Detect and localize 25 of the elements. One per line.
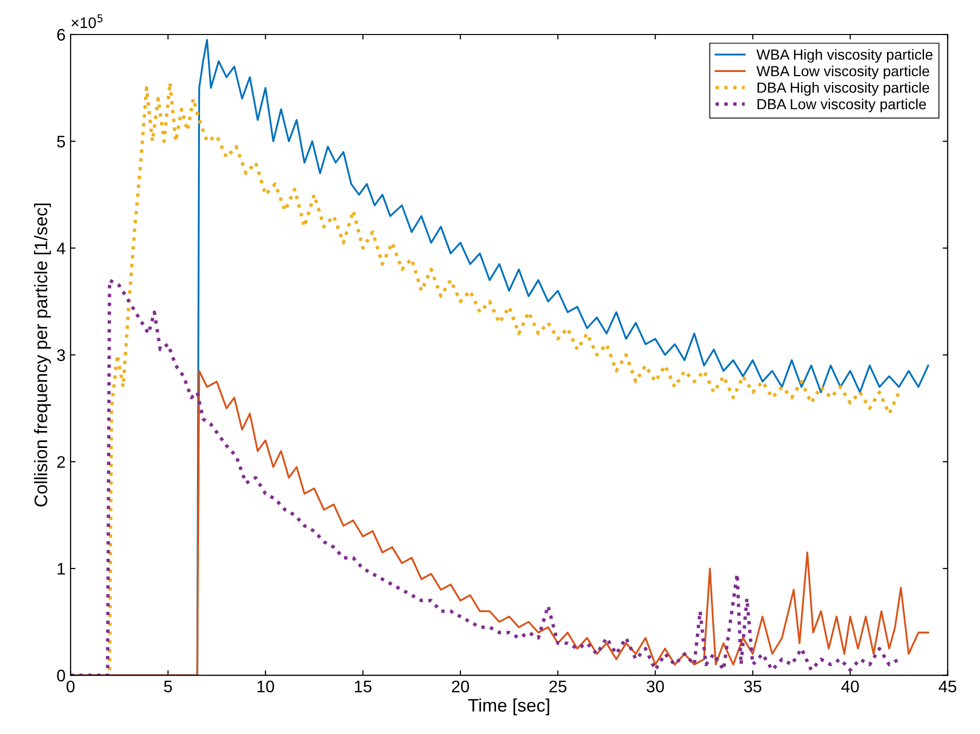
legend-label: DBA High viscosity particle <box>758 82 930 96</box>
x-tick-label: 5 <box>164 680 172 692</box>
x-tick-label: 0 <box>66 680 75 692</box>
x-axis-title: Time [sec] <box>468 698 550 716</box>
y-axis-title: Collision frequency per particle [1/sec] <box>34 204 51 507</box>
y-tick-label: 5 <box>57 136 65 148</box>
legend-label: WBA High viscosity particle <box>756 49 932 63</box>
x-tick-label: 35 <box>744 680 762 692</box>
y-tick-label: 1 <box>58 563 65 575</box>
x-tick-label: 45 <box>938 680 956 692</box>
text: ×10$^{5}$ <box>72 14 102 28</box>
legend-label: DBA Low viscosity particle <box>758 98 926 112</box>
y-tick-label: 4 <box>56 242 66 254</box>
legend-label: WBA Low viscosity particle <box>756 66 930 80</box>
x-tick-label: 15 <box>354 680 372 692</box>
x-tick-label: 30 <box>646 680 664 692</box>
line-series <box>70 278 901 676</box>
x-tick-label: 10 <box>257 680 274 692</box>
x-tick-label: 40 <box>841 680 859 692</box>
y-tick-label: 3 <box>57 349 65 362</box>
y-tick-label: 0 <box>57 670 66 682</box>
x-tick-label: 25 <box>549 680 566 692</box>
y-tick-label: 2 <box>57 456 65 468</box>
y-tick-label: 6 <box>57 28 65 41</box>
x-tick-label: 20 <box>452 680 469 692</box>
